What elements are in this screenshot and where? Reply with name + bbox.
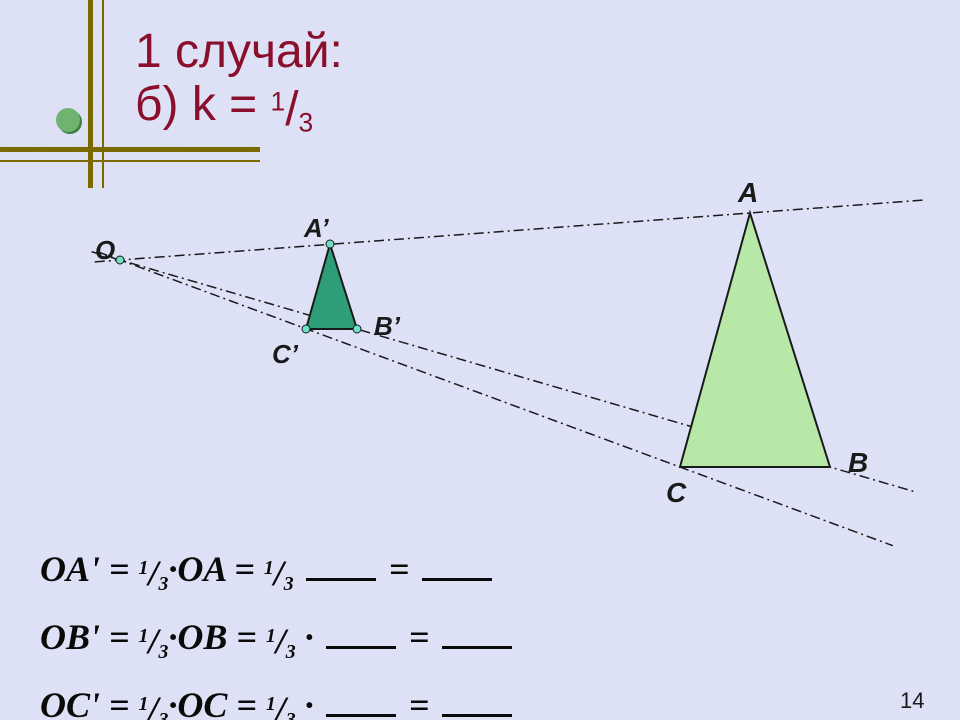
slide-number: 14 bbox=[900, 688, 924, 714]
title-frac-num: 1 bbox=[271, 86, 286, 116]
point-label: A bbox=[738, 177, 758, 209]
title-fraction: 1/3 bbox=[271, 84, 314, 138]
point-label: C’ bbox=[272, 339, 298, 370]
title-line2-prefix: б) k = bbox=[135, 78, 271, 131]
title-line2: б) k = 1/3 bbox=[135, 79, 343, 137]
slide-title: 1 случай: б) k = 1/3 bbox=[135, 26, 343, 137]
slide-stage: 1 случай: б) k = 1/3 O A B C A’ B’ C’ OA' = 1/… bbox=[0, 0, 960, 720]
deco-hline-thick bbox=[0, 147, 260, 152]
point-label: O bbox=[95, 235, 115, 266]
deco-bullet bbox=[56, 108, 80, 132]
equations-block: OA' = 1/3·OA = 1/3 = OB' = 1/3·OB = 1/3 … bbox=[40, 548, 516, 720]
equation-line: OB' = 1/3·OB = 1/3 · = bbox=[40, 616, 516, 668]
title-frac-den: 3 bbox=[299, 107, 314, 137]
point-label: A’ bbox=[304, 213, 329, 244]
point-label: B bbox=[848, 447, 868, 479]
equation-line: OC' = 1/3·OC = 1/3 · = bbox=[40, 684, 516, 720]
homothety-diagram: OABCA’B’C’ bbox=[90, 205, 910, 525]
deco-hline-thin bbox=[0, 160, 260, 162]
diagram-svg bbox=[90, 205, 910, 525]
point-label: B’ bbox=[374, 311, 400, 342]
title-line1: 1 случай: bbox=[135, 26, 343, 79]
equation-line: OA' = 1/3·OA = 1/3 = bbox=[40, 548, 516, 600]
point-label: C bbox=[666, 477, 686, 509]
